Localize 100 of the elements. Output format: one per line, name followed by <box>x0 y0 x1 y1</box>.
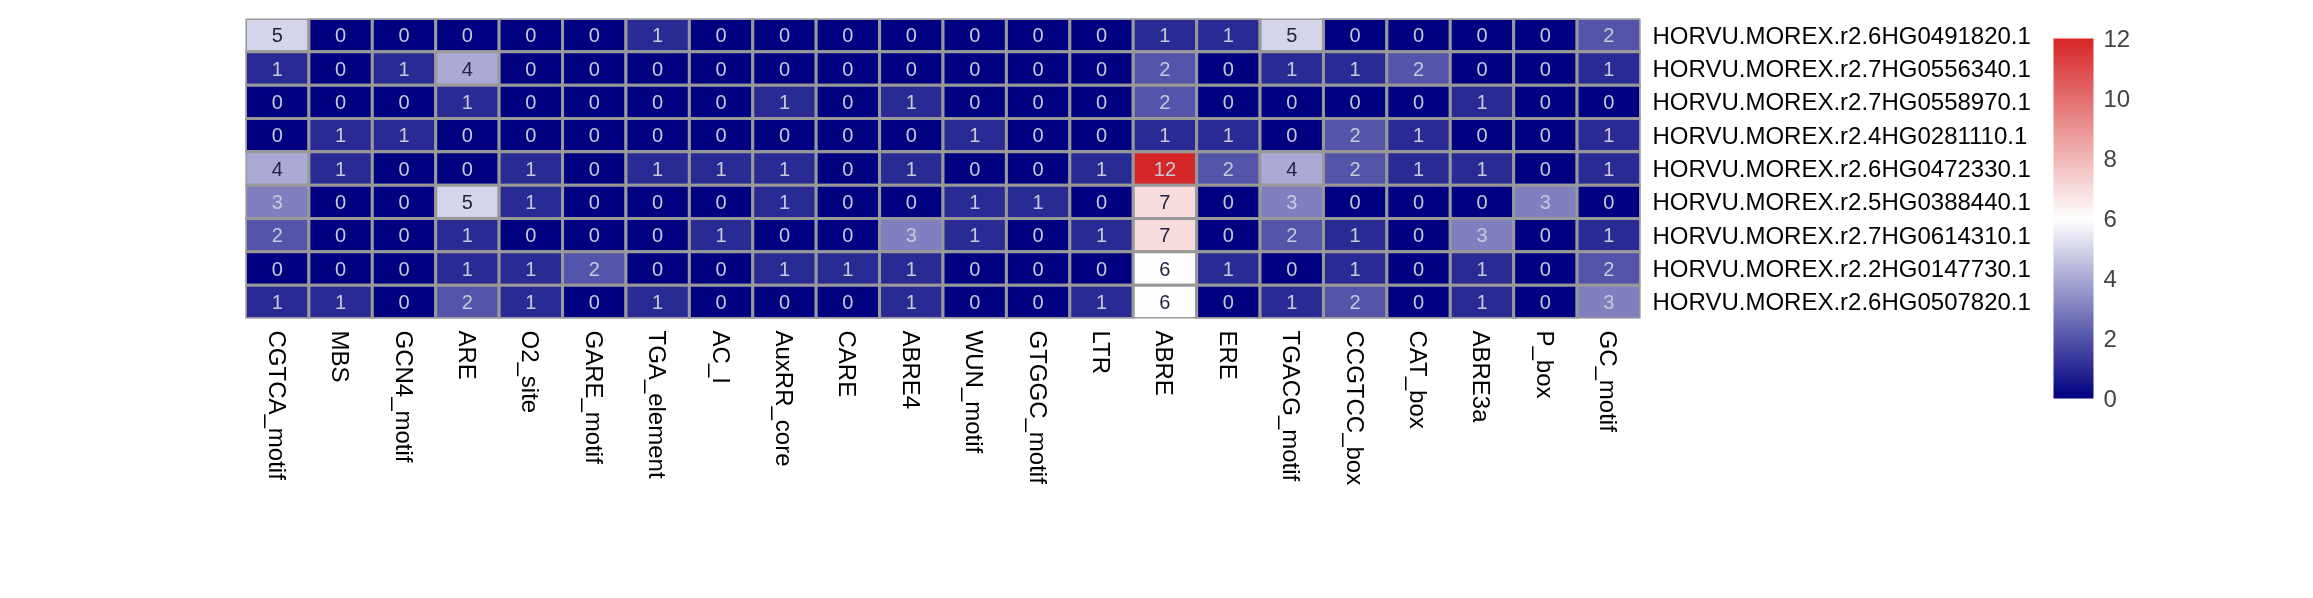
y-tick-label: HORVU.MOREX.r2.5HG0388440.1 <box>1652 188 2031 216</box>
data-label: 0 <box>1032 290 1044 313</box>
data-label: 0 <box>398 224 410 247</box>
data-label: 0 <box>1413 290 1425 313</box>
data-label: 0 <box>778 24 791 47</box>
x-tick-label: GC_motif <box>1595 330 1623 433</box>
data-label: 1 <box>905 90 917 113</box>
data-label: 0 <box>271 124 283 147</box>
data-label: 0 <box>969 257 981 280</box>
data-label: 1 <box>271 290 283 313</box>
data-label: 0 <box>652 90 664 113</box>
data-label: 0 <box>525 90 537 113</box>
data-label: 0 <box>461 157 473 180</box>
data-label: 1 <box>398 124 410 147</box>
data-label: 0 <box>335 190 347 213</box>
data-label: 2 <box>1159 90 1171 113</box>
x-tick-label: CCGTCC_box <box>1341 330 1369 486</box>
data-label: 1 <box>1286 57 1298 80</box>
data-label: 0 <box>525 57 537 80</box>
data-label: 1 <box>1603 124 1615 147</box>
data-label: 1 <box>1349 57 1361 80</box>
color-bar-label: 12 <box>2103 25 2131 52</box>
data-label: 0 <box>1349 90 1361 113</box>
data-label: 0 <box>778 290 791 313</box>
data-label: 0 <box>1539 157 1551 180</box>
data-label: 5 <box>1286 24 1298 47</box>
data-label: 6 <box>1159 257 1171 280</box>
data-label: 0 <box>715 124 727 147</box>
data-label: 0 <box>335 57 347 80</box>
data-label: 0 <box>842 290 854 313</box>
data-label: 0 <box>1476 124 1488 147</box>
data-label: 1 <box>525 290 537 313</box>
data-label: 1 <box>461 224 473 247</box>
data-label: 1 <box>398 57 410 80</box>
data-label: 1 <box>652 157 664 180</box>
x-tick-label: O2_site <box>517 330 545 414</box>
x-tick-label: ABRE3a <box>1468 330 1496 424</box>
data-label: 0 <box>1539 57 1551 80</box>
data-label: 0 <box>271 90 283 113</box>
color-bar-label: 6 <box>2103 205 2117 232</box>
data-label: 0 <box>1286 90 1298 113</box>
data-label: 0 <box>1095 57 1108 80</box>
data-label: 0 <box>398 290 410 313</box>
data-label: 0 <box>398 190 410 213</box>
data-label: 0 <box>398 90 410 113</box>
data-label: 0 <box>1095 90 1108 113</box>
data-label: 1 <box>778 190 791 213</box>
data-label: 1 <box>1286 290 1298 313</box>
data-label: 0 <box>715 24 727 47</box>
data-label: 0 <box>715 257 727 280</box>
data-label: 1 <box>905 290 917 313</box>
data-label: 0 <box>842 57 854 80</box>
data-label: 0 <box>652 257 664 280</box>
data-label: 1 <box>652 290 664 313</box>
color-bar-label: 10 <box>2103 85 2131 112</box>
data-label: 0 <box>715 90 727 113</box>
color-bar-label: 0 <box>2103 385 2117 412</box>
data-label: 2 <box>1159 57 1171 80</box>
data-label: 0 <box>1032 24 1044 47</box>
y-tick-label: HORVU.MOREX.r2.7HG0556340.1 <box>1652 55 2031 82</box>
x-tick-label: CAT_box <box>1405 330 1433 429</box>
data-label: 2 <box>588 257 600 280</box>
data-label: 0 <box>335 90 347 113</box>
data-label: 1 <box>335 124 347 147</box>
data-label: 0 <box>778 57 791 80</box>
data-label: 1 <box>1476 290 1488 313</box>
x-tick-label: ARE <box>453 330 481 380</box>
y-tick-label: HORVU.MOREX.r2.7HG0614310.1 <box>1652 221 2031 249</box>
data-label: 7 <box>1159 224 1171 247</box>
data-label: 1 <box>1413 157 1425 180</box>
data-label: 12 <box>1153 157 1177 180</box>
data-label: 0 <box>398 257 410 280</box>
data-label: 7 <box>1159 190 1171 213</box>
x-tick-label: AC_I <box>707 330 735 384</box>
data-label: 0 <box>335 224 347 247</box>
data-label: 1 <box>461 257 473 280</box>
data-label: 0 <box>525 24 537 47</box>
data-label: 1 <box>1349 224 1361 247</box>
data-label: 0 <box>1539 224 1551 247</box>
data-label: 2 <box>1349 124 1361 147</box>
x-tick-label: ERE <box>1214 330 1242 380</box>
data-label: 0 <box>1413 24 1425 47</box>
data-label: 1 <box>1159 124 1171 147</box>
data-label: 0 <box>842 157 854 180</box>
data-label: 1 <box>1603 157 1615 180</box>
x-tick-label: TGACG_motif <box>1278 330 1306 482</box>
data-label: 0 <box>1095 190 1108 213</box>
data-label: 1 <box>525 190 537 213</box>
data-label: 0 <box>652 224 664 247</box>
data-label: 0 <box>1222 90 1234 113</box>
data-label: 1 <box>1095 224 1108 247</box>
data-label: 0 <box>588 290 600 313</box>
data-label: 0 <box>1032 257 1044 280</box>
x-tick-label: GARE_motif <box>580 330 608 465</box>
x-tick-label: WUN_motif <box>961 330 989 454</box>
data-label: 0 <box>1032 157 1044 180</box>
y-tick-label: HORVU.MOREX.r2.6HG0472330.1 <box>1652 155 2031 182</box>
data-label: 1 <box>1159 24 1171 47</box>
data-label: 1 <box>778 157 791 180</box>
data-label: 1 <box>461 90 473 113</box>
